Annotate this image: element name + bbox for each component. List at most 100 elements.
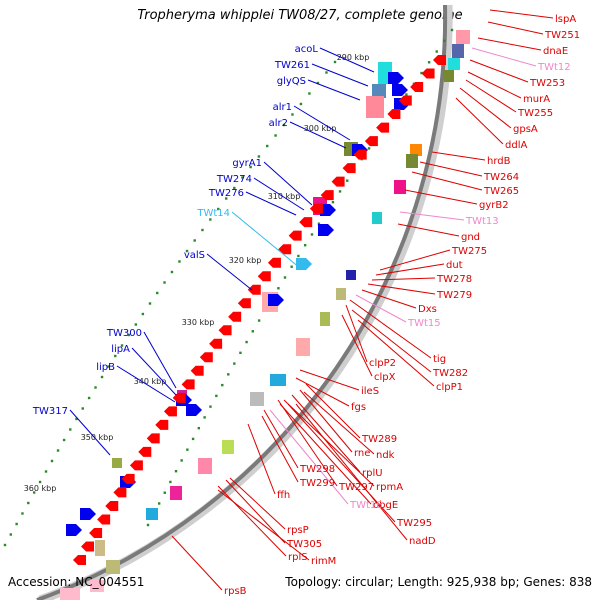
reverse-gene-arrow xyxy=(299,217,313,228)
genome-title: Tropheryma whipplei TW08/27, complete ge… xyxy=(137,8,463,23)
ruler-dot xyxy=(215,394,218,398)
ruler-dot xyxy=(38,480,42,484)
reverse-gene-leader xyxy=(459,87,512,129)
gene-block xyxy=(112,458,122,468)
reverse-gene-label: dut xyxy=(446,260,463,271)
forward-gene-label: alr1 xyxy=(273,102,292,113)
ruler-dot xyxy=(193,239,196,242)
reverse-gene-label: TWt12 xyxy=(537,62,571,73)
ruler-dot xyxy=(233,362,236,365)
ruler-dot xyxy=(32,491,36,494)
gene-block xyxy=(106,560,120,574)
reverse-gene-leader xyxy=(261,415,299,483)
reverse-gene-leader xyxy=(379,249,451,271)
ruler-dot xyxy=(178,260,181,263)
reverse-gene-leader xyxy=(299,389,353,453)
reverse-gene-leader xyxy=(351,309,432,373)
reverse-gene-leaders xyxy=(171,9,554,591)
reverse-gene-label: hrdB xyxy=(487,156,511,167)
forward-gene-label: lipA xyxy=(111,344,130,355)
ruler-dot xyxy=(303,244,307,247)
ruler-dot xyxy=(107,365,110,368)
reverse-gene-arrow xyxy=(190,365,204,376)
forward-gene-label: acoL xyxy=(295,44,319,55)
gene-block xyxy=(336,288,346,300)
reverse-gene-label: TW305 xyxy=(286,539,322,550)
backbone-ring xyxy=(36,4,448,600)
reverse-gene-leader xyxy=(283,399,375,487)
forward-gene-arrow xyxy=(268,294,284,306)
gene-block xyxy=(90,580,104,592)
ruler-dot xyxy=(169,480,172,484)
reverse-gene-leader xyxy=(489,9,554,19)
ruler-dot xyxy=(15,522,18,526)
reverse-gene-arrow xyxy=(320,190,334,201)
forward-gene-label: TW261 xyxy=(274,60,310,71)
reverse-gene-label: TW279 xyxy=(436,290,472,301)
forward-gene-leader xyxy=(307,79,361,101)
reverse-gene-arrow xyxy=(218,325,232,336)
reverse-gene-label: lspA xyxy=(555,14,576,25)
ruler-dot xyxy=(227,373,230,376)
forward-gene-leader xyxy=(206,253,253,291)
gene-block xyxy=(448,58,460,70)
reverse-gene-labels: lspA TW251 dnaE TWt12 TW253 murA TW255 gpsA ddlA… xyxy=(224,14,580,597)
reverse-gene-leader xyxy=(357,319,435,387)
ruler-dot xyxy=(27,501,30,505)
reverse-gene-arrow xyxy=(155,419,169,430)
ruler-dot xyxy=(338,190,342,193)
reverse-gene-leader xyxy=(355,294,407,323)
reverse-gene-leader xyxy=(305,383,361,439)
gene-features xyxy=(60,30,470,600)
forward-gene-leader xyxy=(69,409,111,456)
reverse-gene-leader xyxy=(269,409,349,505)
forward-gene-leader xyxy=(116,365,176,403)
reverse-gene-arrow xyxy=(89,527,103,538)
forward-gene-labels: acoL TW261 glyQS alr1 alr2 gyrA1 TW274 TW276 TWt… xyxy=(32,44,319,417)
reverse-gene-label: gpsA xyxy=(513,124,538,135)
forward-gene-arrow xyxy=(80,508,96,520)
reverse-gene-leader xyxy=(229,477,286,530)
reverse-gene-leader xyxy=(247,423,276,495)
forward-gene-label: lipB xyxy=(96,362,115,373)
forward-gene-leader xyxy=(253,177,305,211)
ruler-dot xyxy=(346,179,349,182)
reverse-gene-label: TW295 xyxy=(396,518,432,529)
forward-gene-arrow xyxy=(388,72,404,84)
ruler-dot xyxy=(50,459,54,463)
reverse-gene-label: rpsB xyxy=(224,586,247,597)
reverse-gene-leader xyxy=(263,409,299,469)
ruler-dot xyxy=(156,291,159,295)
forward-gene-arrow xyxy=(318,224,334,236)
ruler-dot xyxy=(87,396,91,400)
gene-block xyxy=(452,44,464,58)
reverse-gene-leader xyxy=(419,161,483,177)
reverse-gene-leader xyxy=(367,283,436,295)
ruler-dot xyxy=(245,340,248,344)
reverse-gene-label: rne xyxy=(354,448,370,459)
ruler-tick-label: 310 kbp xyxy=(268,192,301,201)
ruler-dot xyxy=(290,265,293,268)
ruler-dot xyxy=(120,344,124,347)
reverse-gene-arrow xyxy=(138,446,152,457)
reverse-gene-leader xyxy=(225,479,286,544)
ruler-dot xyxy=(186,448,189,451)
ruler-tick-label: 340 kbp xyxy=(134,377,167,386)
reverse-gene-label: TW251 xyxy=(544,30,580,41)
accession-text: Accession: NC_004551 xyxy=(8,575,145,589)
forward-gene-arrow xyxy=(296,258,312,270)
ruler-dot xyxy=(274,134,277,137)
ruler-dot xyxy=(420,71,423,75)
reverse-gene-leader xyxy=(465,79,517,113)
ruler-dot xyxy=(56,449,60,452)
reverse-gene-label: TW282 xyxy=(432,368,468,379)
gene-block xyxy=(372,84,386,98)
gene-block xyxy=(250,392,264,406)
ruler-dot xyxy=(225,197,228,200)
ruler-tick-label: 330 kbp xyxy=(182,318,215,327)
backbone xyxy=(36,4,453,600)
reverse-gene-label: TWt15 xyxy=(407,318,441,329)
reverse-gene-label: TWt16 xyxy=(349,500,383,511)
forward-gene-label: TW317 xyxy=(32,406,68,417)
ruler-dot xyxy=(203,416,206,419)
